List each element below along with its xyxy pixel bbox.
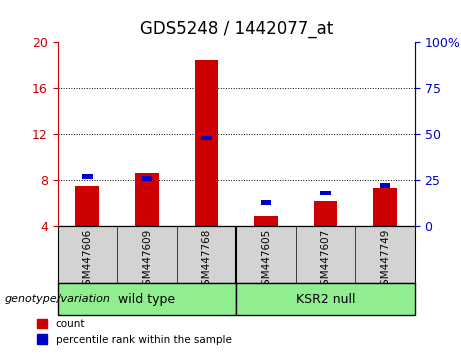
Bar [373, 188, 397, 226]
Bar [201, 136, 212, 140]
Title: GDS5248 / 1442077_at: GDS5248 / 1442077_at [140, 21, 333, 39]
Text: GSM447768: GSM447768 [201, 229, 212, 292]
Text: GSM447749: GSM447749 [380, 229, 390, 292]
Bar [254, 216, 278, 226]
Bar [313, 201, 337, 226]
Text: KSR2 null: KSR2 null [296, 293, 355, 306]
Text: GSM447605: GSM447605 [261, 229, 271, 292]
Bar [135, 173, 159, 226]
Bar [82, 174, 93, 179]
Bar [380, 183, 390, 188]
Text: wild type: wild type [118, 293, 176, 306]
Bar [320, 191, 331, 195]
Bar [76, 186, 99, 226]
Legend: count, percentile rank within the sample: count, percentile rank within the sample [33, 315, 236, 349]
Text: genotype/variation: genotype/variation [5, 294, 111, 304]
Bar [142, 176, 152, 181]
Text: GSM447609: GSM447609 [142, 229, 152, 292]
Text: GSM447606: GSM447606 [83, 229, 92, 292]
Text: genotype/variation: genotype/variation [61, 290, 167, 299]
Text: GSM447607: GSM447607 [320, 229, 331, 292]
Bar [195, 60, 219, 226]
Bar [260, 200, 272, 205]
